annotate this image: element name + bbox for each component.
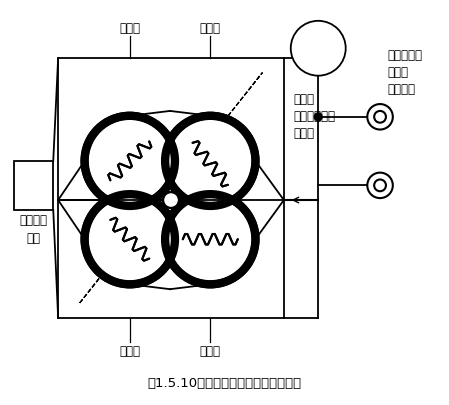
Circle shape <box>85 194 175 284</box>
Circle shape <box>291 21 346 76</box>
Text: 図1.5.10　熱伝導式ガス分析計原理図: 図1.5.10 熱伝導式ガス分析計原理図 <box>147 377 301 390</box>
Circle shape <box>367 104 393 130</box>
Circle shape <box>314 113 322 121</box>
Text: 測定ガス
主流: 測定ガス 主流 <box>20 214 48 245</box>
Circle shape <box>367 173 393 198</box>
Circle shape <box>374 179 386 191</box>
Text: 比較室: 比較室 <box>200 345 221 358</box>
Circle shape <box>85 116 175 206</box>
Circle shape <box>163 192 179 208</box>
Circle shape <box>169 198 251 280</box>
Text: 比較室: 比較室 <box>119 22 140 35</box>
Circle shape <box>165 116 255 206</box>
Text: 測定室: 測定室 <box>200 22 221 35</box>
Circle shape <box>88 120 171 202</box>
Text: 電　源: 電 源 <box>24 180 43 190</box>
Text: 測定室: 測定室 <box>119 345 140 358</box>
Text: 電子平衡形
計器用
出力端子: 電子平衡形 計器用 出力端子 <box>387 49 422 96</box>
Circle shape <box>88 198 171 280</box>
Circle shape <box>169 120 251 202</box>
Circle shape <box>165 194 255 284</box>
Circle shape <box>374 111 386 123</box>
Bar <box>14 161 53 210</box>
Circle shape <box>163 192 179 208</box>
Text: 指示計
（ディジタル
表示）: 指示計 （ディジタル 表示） <box>294 93 336 140</box>
